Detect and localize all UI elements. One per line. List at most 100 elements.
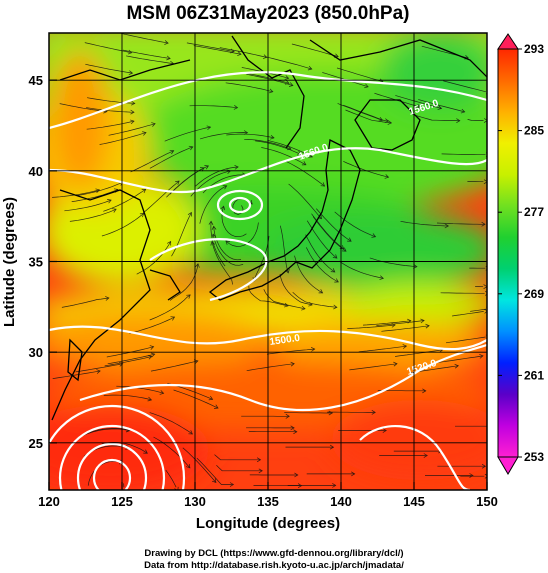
streamline-arrowhead <box>437 105 443 110</box>
y-tick-label: 35 <box>29 255 43 270</box>
streamline <box>337 103 383 121</box>
streamline <box>189 105 238 109</box>
x-axis: 120 125 130 135 140 145 150 <box>38 482 498 509</box>
streamline-arrowhead <box>483 118 487 123</box>
streamline-arrowhead <box>328 410 333 416</box>
streamline-arrowhead <box>320 182 326 187</box>
streamline <box>312 216 347 252</box>
streamline <box>69 208 117 222</box>
streamline-arrowhead <box>407 318 412 324</box>
streamline <box>246 73 293 86</box>
streamline <box>266 348 315 355</box>
x-tick-label: 150 <box>476 494 498 509</box>
streamline-arrowhead <box>211 233 217 238</box>
streamline <box>358 345 407 353</box>
streamline <box>294 255 323 294</box>
streamline-arrowhead <box>284 302 289 308</box>
streamline <box>343 104 389 122</box>
streamline-arrowhead <box>256 457 262 463</box>
colorbar-tick-label: 293 <box>524 42 544 56</box>
streamline <box>226 133 275 139</box>
streamline <box>75 363 123 373</box>
streamline-arrowhead <box>425 323 430 329</box>
streamline <box>121 33 169 44</box>
colorbar-tick-label: 253 <box>524 450 544 464</box>
streamline-arrowhead <box>301 305 306 311</box>
streamline-arrowhead <box>130 119 135 125</box>
streamline-arrowhead <box>213 404 219 409</box>
streamline <box>443 80 486 93</box>
colorbar-tick-label: 277 <box>524 205 544 219</box>
streamline-arrowhead <box>371 410 376 415</box>
colorbar-tick-label: 261 <box>524 368 544 382</box>
streamline-arrowhead <box>262 54 268 59</box>
streamline <box>311 213 345 250</box>
streamline-arrowhead <box>95 188 101 193</box>
streamline-arrowhead <box>188 430 193 435</box>
x-tick-label: 145 <box>403 494 425 509</box>
streamline <box>86 120 135 130</box>
streamline-arrowhead <box>234 164 239 170</box>
streamline <box>142 180 180 214</box>
streamline-arrowhead <box>195 263 200 268</box>
streamline <box>261 147 307 166</box>
streamline <box>85 63 133 74</box>
streamline <box>441 153 486 156</box>
streamline-arrowhead <box>483 308 487 314</box>
streamline <box>412 114 460 122</box>
streamline-arrowhead <box>270 134 275 140</box>
streamline <box>305 234 336 273</box>
streamline <box>104 356 152 367</box>
streamline <box>345 109 392 124</box>
streamline-arrowhead <box>208 395 214 401</box>
streamline-arrowhead <box>211 478 217 484</box>
streamline <box>173 389 219 409</box>
streamline <box>248 285 289 307</box>
streamline-arrowhead <box>147 396 153 402</box>
streamline <box>452 311 484 317</box>
streamline <box>288 183 322 220</box>
streamline <box>265 56 312 70</box>
streamline-arrowhead <box>371 233 377 238</box>
streamline-arrowhead <box>484 473 487 479</box>
streamline-arrowhead <box>334 278 339 283</box>
streamline-arrowhead <box>420 318 425 324</box>
streamline <box>210 221 226 267</box>
x-tick-label: 130 <box>184 494 206 509</box>
streamline <box>108 123 156 136</box>
streamline <box>169 165 209 195</box>
y-axis-label: Latitude (degrees) <box>1 197 18 327</box>
streamline-arrowhead <box>469 473 474 478</box>
streamline <box>59 103 108 112</box>
streamline <box>52 370 101 379</box>
streamline <box>130 150 174 173</box>
streamline-arrowhead <box>483 284 487 290</box>
streamline-arrowhead <box>286 145 292 151</box>
streamline <box>169 263 199 301</box>
streamline-arrowhead <box>351 471 356 477</box>
streamline-arrowhead <box>387 120 393 125</box>
streamline <box>381 325 430 332</box>
streamline-arrowhead <box>141 188 147 194</box>
streamline-arrowhead <box>402 344 408 349</box>
streamline <box>347 324 396 329</box>
streamline <box>211 241 233 285</box>
streamline-arrowhead <box>301 161 307 166</box>
streamline <box>212 234 244 266</box>
streamline <box>153 436 191 469</box>
streamline-arrowhead <box>107 199 112 204</box>
streamline <box>103 189 146 212</box>
streamline <box>99 132 147 145</box>
streamline-arrowhead <box>454 363 459 369</box>
x-tick-label: 125 <box>111 494 133 509</box>
streamline-arrowhead <box>220 205 226 211</box>
streamline-arrowhead <box>330 268 336 273</box>
streamline <box>164 126 211 142</box>
streamline-arrowhead <box>131 100 136 106</box>
streamline <box>129 316 175 334</box>
streamline <box>305 247 339 283</box>
colorbar-tick-label: 285 <box>524 124 544 138</box>
streamline <box>400 220 449 227</box>
streamline-arrowhead <box>293 429 298 435</box>
